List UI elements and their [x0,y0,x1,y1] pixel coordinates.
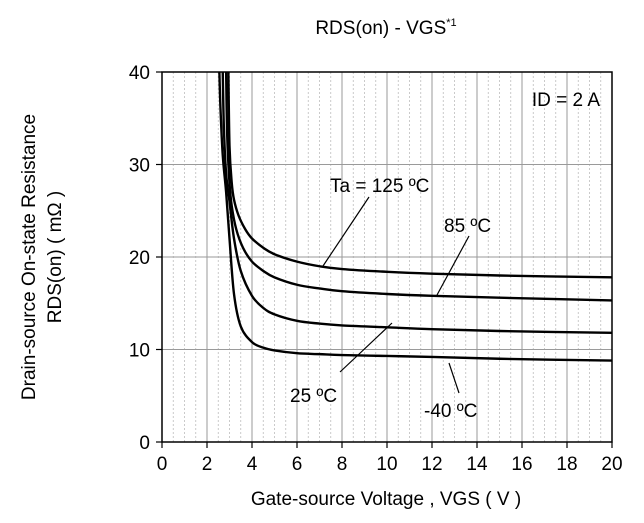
y-tick-labels: 0 10 20 30 40 [129,63,150,454]
x-tick-label: 10 [376,454,397,475]
annotation-25C: 25 ºC [290,322,393,407]
y-tick-label: 10 [129,341,150,362]
x-tick-labels: 0 2 4 6 8 10 12 14 16 18 20 [157,454,623,475]
leader-minus40C [448,362,460,394]
x-tick-label: 20 [601,454,622,475]
x-tick-label: 2 [202,454,213,475]
label-125C: Ta = 125 ºC [330,176,429,197]
x-tick-label: 12 [421,454,442,475]
y-tick-label: 0 [139,433,150,454]
y-tick-label: 30 [129,156,150,177]
y-axis-label-line1: Drain-source On-state Resistance [19,114,40,400]
x-tick-label: 4 [247,454,258,475]
curve-85C [224,71,613,302]
curve-minus40C [218,71,613,362]
x-tick-label: 18 [556,454,577,475]
x-tick-label: 14 [466,454,488,475]
label-minus40C: -40 ºC [424,401,477,422]
label-25C: 25 ºC [290,386,337,407]
y-tick-label: 40 [129,63,150,84]
annotation-85C: 85 ºC [436,216,491,296]
x-tick-label: 0 [157,454,168,475]
condition-label: ID = 2 A [532,90,600,111]
annotation-minus40C: -40 ºC [424,362,477,422]
y-tick-label: 20 [129,248,150,269]
x-tick-label: 8 [337,454,348,475]
leader-85C [436,235,470,296]
chart-title-superscript: *1 [446,17,456,29]
annotation-125C: Ta = 125 ºC [322,176,429,267]
x-tick-label: 6 [292,454,303,475]
curve-25C [221,71,613,335]
curves [218,71,613,362]
x-tick-label: 16 [511,454,532,475]
chart-title: RDS(on) - VGS*1 [315,17,456,39]
x-axis-label: Gate-source Voltage , VGS ( V ) [251,489,521,510]
leader-125C [322,196,370,267]
y-axis-label-line2: RDS(on) ( mΩ ) [45,191,66,323]
label-85C: 85 ºC [444,216,491,237]
curve-125C [227,71,613,279]
leader-25C [339,322,393,373]
axis-ticks [156,71,613,448]
